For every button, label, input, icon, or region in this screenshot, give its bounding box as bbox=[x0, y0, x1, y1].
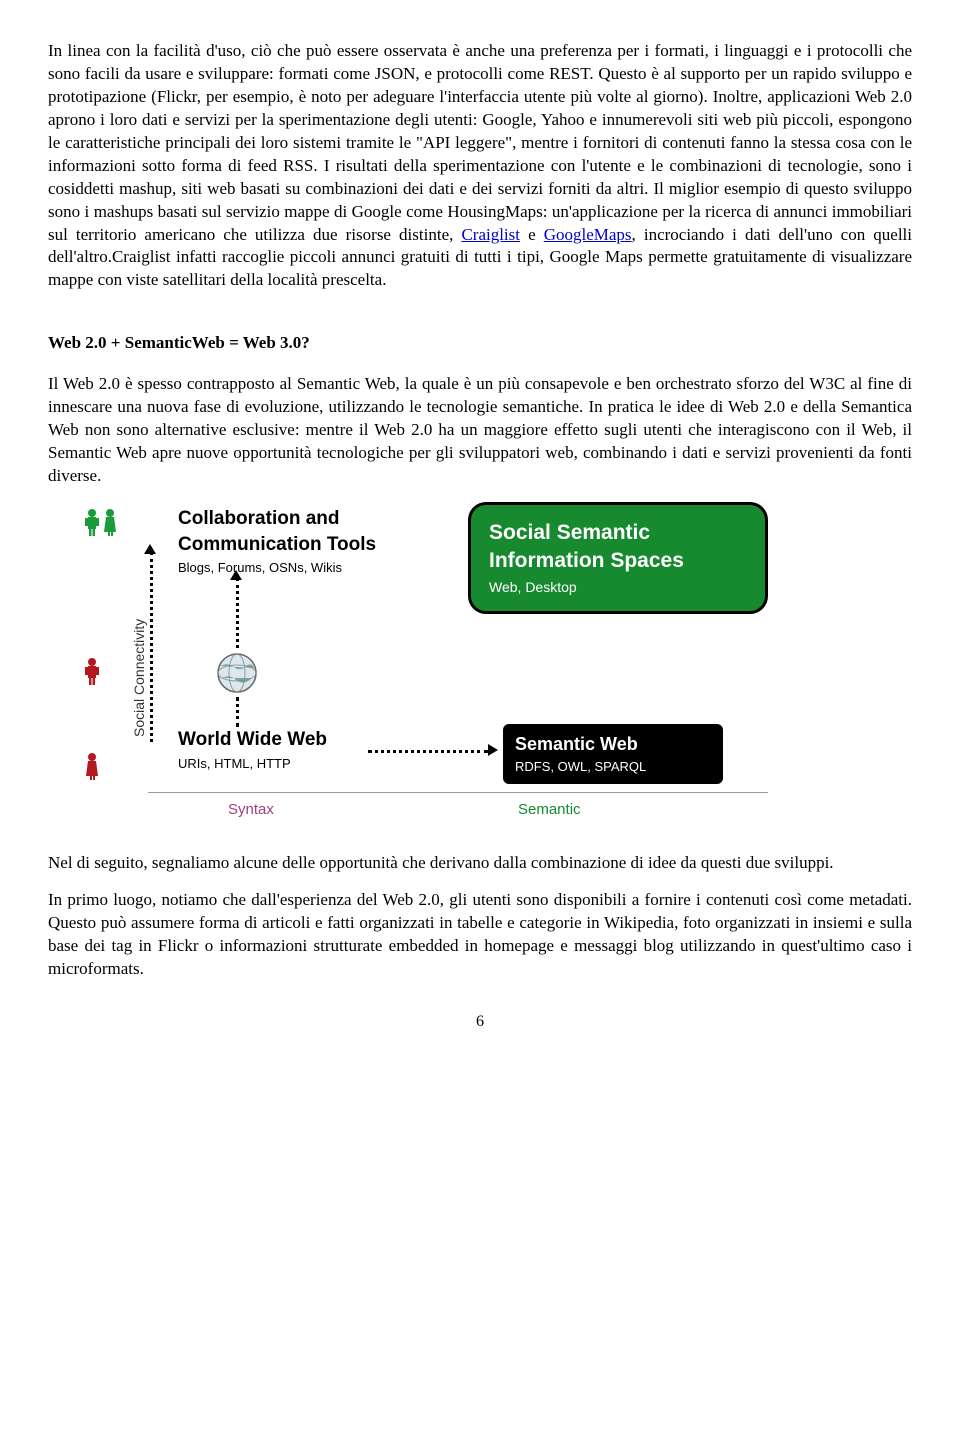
paragraph-1: In linea con la facilità d'uso, ciò che … bbox=[48, 40, 912, 292]
paragraph-3: Nel di seguito, segnaliamo alcune delle … bbox=[48, 852, 912, 875]
box-sem-sub: RDFS, OWL, SPARQL bbox=[515, 758, 711, 776]
dotted-line bbox=[236, 578, 239, 648]
box-collaboration: Collaboration and Communication Tools Bl… bbox=[178, 506, 438, 577]
box-www-sub: URIs, HTML, HTTP bbox=[178, 755, 398, 773]
box-sem-title: Semantic Web bbox=[515, 732, 711, 756]
section-heading: Web 2.0 + SemanticWeb = Web 3.0? bbox=[48, 332, 912, 355]
paragraph-2: Il Web 2.0 è spesso contrapposto al Sema… bbox=[48, 373, 912, 488]
box-social-semantic: Social Semantic Information Spaces Web, … bbox=[468, 502, 768, 614]
box-social-title-1: Social Semantic bbox=[489, 519, 747, 547]
box-social-sub: Web, Desktop bbox=[489, 578, 747, 597]
box-collab-title-1: Collaboration and bbox=[178, 506, 438, 532]
web-evolution-diagram: Social Connectivity Collaboration and Co… bbox=[78, 502, 798, 842]
arrow-up-icon bbox=[230, 570, 242, 580]
paragraph-4: In primo luogo, notiamo che dall'esperie… bbox=[48, 889, 912, 981]
person-icon bbox=[84, 657, 100, 685]
para1-text-pre: In linea con la facilità d'uso, ciò che … bbox=[48, 41, 912, 244]
axis-syntax-label: Syntax bbox=[228, 800, 274, 820]
box-semantic-web: Semantic Web RDFS, OWL, SPARQL bbox=[503, 724, 723, 784]
box-collab-sub: Blogs, Forums, OSNs, Wikis bbox=[178, 559, 438, 577]
arrow-right-icon bbox=[488, 744, 498, 756]
vertical-axis-label: Social Connectivity bbox=[130, 619, 149, 737]
globe-icon bbox=[216, 652, 258, 694]
axis-line bbox=[148, 792, 768, 793]
link-craiglist[interactable]: Craiglist bbox=[461, 225, 520, 244]
arrow-up-icon bbox=[144, 544, 156, 554]
axis-semantic-label: Semantic bbox=[518, 800, 581, 820]
dotted-line-vertical bbox=[150, 552, 153, 742]
link-googlemaps[interactable]: GoogleMaps bbox=[544, 225, 632, 244]
box-collab-title-2: Communication Tools bbox=[178, 532, 438, 558]
box-www-title: World Wide Web bbox=[178, 727, 398, 753]
person-icon bbox=[84, 508, 100, 536]
box-social-title-2: Information Spaces bbox=[489, 547, 747, 575]
dotted-line bbox=[236, 697, 239, 727]
page-number: 6 bbox=[48, 1011, 912, 1033]
person-icon bbox=[84, 752, 100, 780]
para1-text-mid: e bbox=[520, 225, 544, 244]
person-icon bbox=[102, 508, 118, 536]
box-www: World Wide Web URIs, HTML, HTTP bbox=[178, 727, 398, 772]
